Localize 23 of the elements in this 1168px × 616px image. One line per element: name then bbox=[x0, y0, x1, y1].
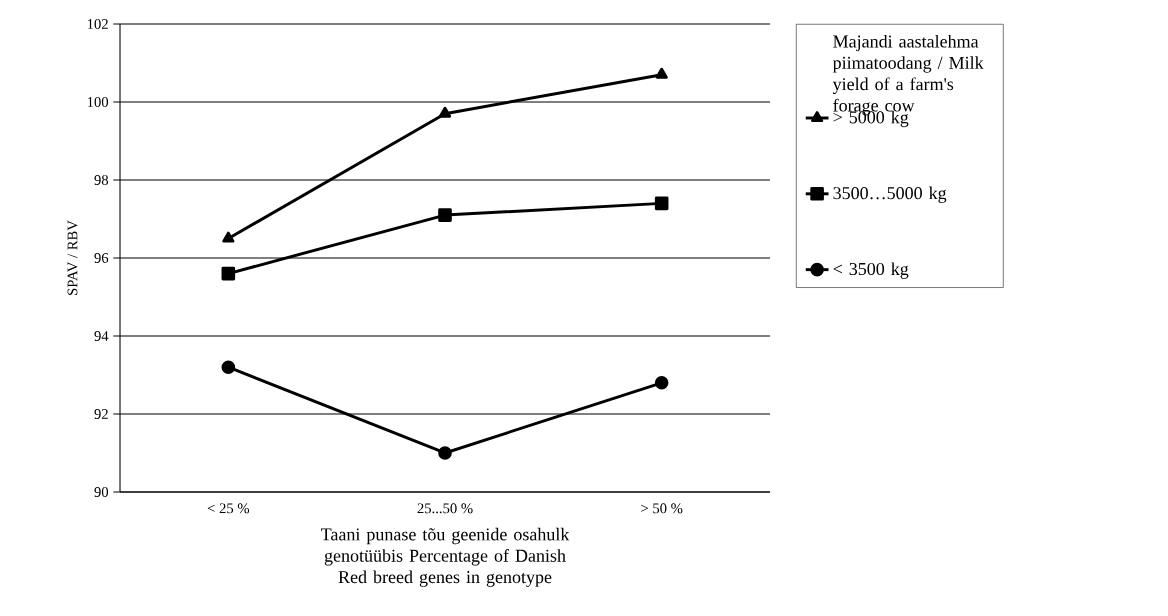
x-tick-label: > 50 % bbox=[641, 503, 683, 514]
x-axis-title: Taani punase tõu geenide osahulk genotüübis Percentage of Danish Red breed genes in genotype bbox=[321, 527, 570, 587]
y-tick-label: 96 bbox=[94, 253, 109, 263]
x-tick-label: 25...50 % bbox=[417, 503, 473, 514]
point bbox=[654, 196, 669, 211]
point bbox=[655, 67, 668, 79]
legend-label: < 3500 kg bbox=[833, 262, 909, 279]
y-tick-label: 92 bbox=[94, 409, 108, 419]
point bbox=[654, 375, 669, 390]
y-tick-label: 98 bbox=[94, 175, 109, 185]
point bbox=[221, 266, 236, 281]
x-tick-label: < 25 % bbox=[207, 503, 250, 514]
point bbox=[438, 446, 452, 460]
y-tick-label: 90 bbox=[94, 487, 109, 497]
point bbox=[221, 360, 236, 374]
point bbox=[438, 208, 452, 222]
y-tick-label: 102 bbox=[87, 19, 108, 29]
y-tick-label: 94 bbox=[94, 331, 109, 341]
point bbox=[438, 106, 452, 118]
point bbox=[222, 231, 235, 243]
y-tick-label: 100 bbox=[87, 97, 109, 107]
y-axis-title: SPAV / RBV bbox=[67, 220, 78, 295]
legend-label: 3500…5000 kg bbox=[833, 186, 947, 203]
